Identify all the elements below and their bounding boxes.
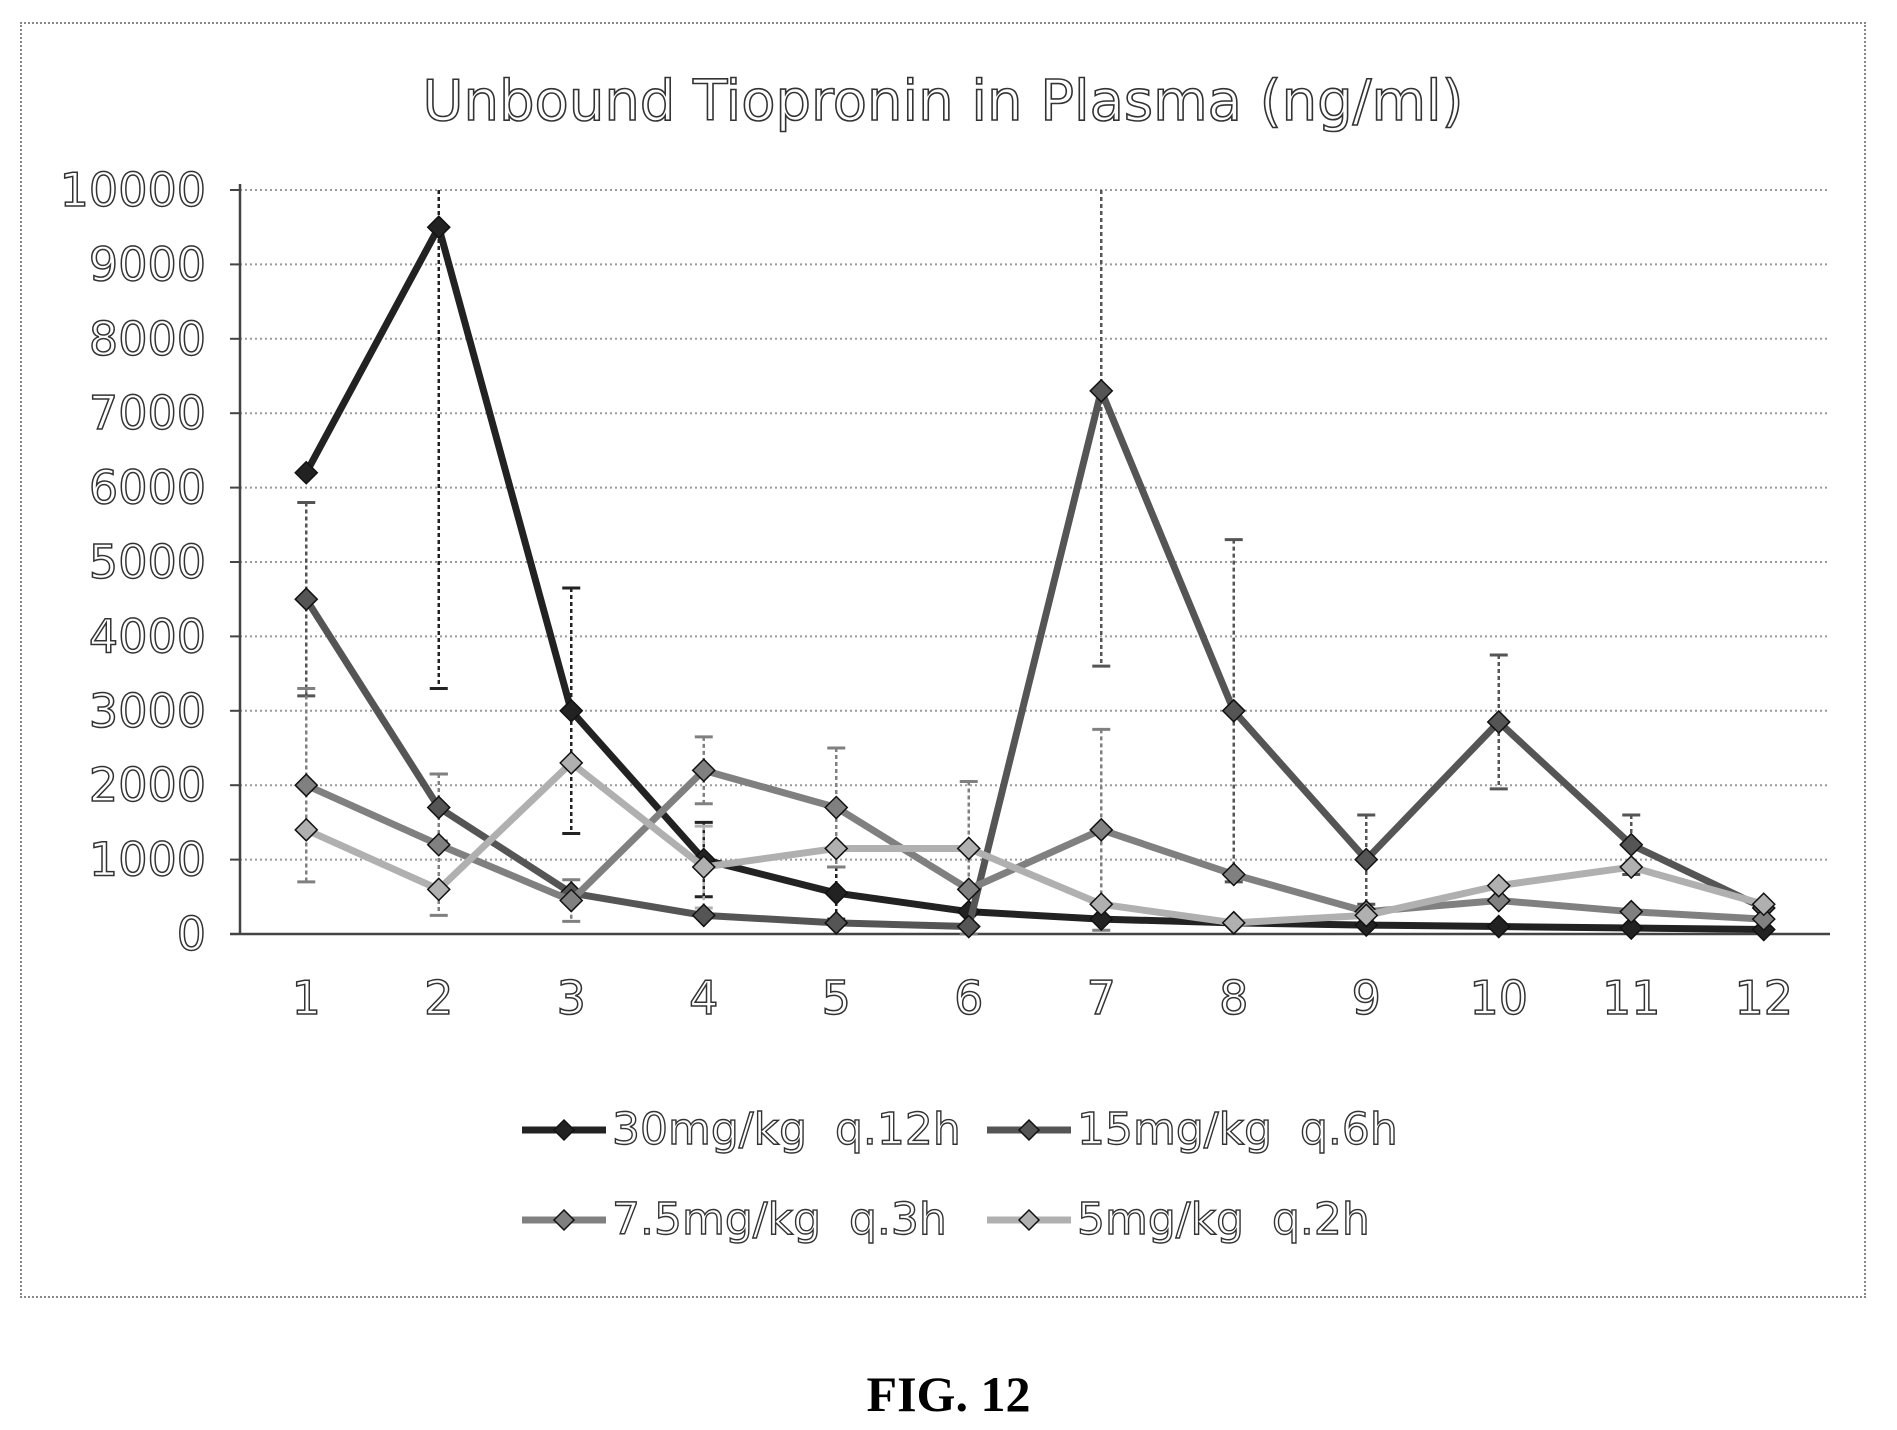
axes (230, 184, 1830, 936)
data-point (426, 832, 451, 857)
data-point (1089, 378, 1114, 403)
x-tick-label: 8 (1219, 971, 1248, 1025)
legend-label: 5mg/kg q.2h (1077, 1194, 1370, 1245)
legend-swatch-marker (552, 1118, 576, 1142)
y-tick-label: 2000 (89, 758, 206, 812)
data-point (1221, 862, 1246, 887)
data-point (691, 903, 716, 928)
legend-swatch-marker (1017, 1118, 1041, 1142)
chart-frame: Unbound Tiopronin in Plasma (ng/ml) 0 100… (20, 22, 1866, 1298)
data-point (426, 795, 451, 820)
x-tick-label: 5 (822, 971, 851, 1025)
y-tick-label: 7000 (89, 386, 206, 440)
x-tick-label: 11 (1602, 971, 1661, 1025)
x-tick-label: 7 (1087, 971, 1116, 1025)
figure-label: FIG. 12 (866, 1366, 1031, 1422)
series-lines (294, 215, 1776, 942)
data-point (824, 836, 849, 861)
data-point (824, 795, 849, 820)
data-point (294, 773, 319, 798)
data-point (294, 587, 319, 612)
data-point (1486, 914, 1511, 939)
data-point (1221, 910, 1246, 935)
data-point (1751, 892, 1776, 917)
data-point (824, 910, 849, 935)
legend-label: 15mg/kg q.6h (1077, 1104, 1398, 1155)
data-point (956, 877, 981, 902)
data-point (956, 836, 981, 861)
legend-label: 30mg/kg q.12h (612, 1104, 961, 1155)
y-tick-label: 1000 (89, 833, 206, 887)
x-tick-label: 9 (1352, 971, 1381, 1025)
series-line (303, 387, 1766, 931)
data-point (559, 888, 584, 913)
line-chart: Unbound Tiopronin in Plasma (ng/ml) 0100… (59, 68, 1830, 1246)
legend-label: 7.5mg/kg q.3h (612, 1194, 947, 1245)
data-point (691, 758, 716, 783)
series-line (303, 223, 1764, 934)
x-tick-label: 6 (954, 971, 983, 1025)
data-point (956, 914, 981, 939)
data-point (691, 854, 716, 880)
error-bars (297, 190, 1641, 936)
x-tick-label: 12 (1734, 971, 1793, 1025)
legend-swatch-marker (1017, 1208, 1041, 1232)
x-tick-label: 3 (557, 971, 586, 1025)
data-point (1486, 888, 1511, 913)
data-point (1221, 698, 1246, 723)
data-point (824, 881, 849, 906)
x-tick-label: 2 (424, 971, 453, 1025)
data-point (1354, 847, 1379, 872)
data-point (1089, 892, 1114, 917)
y-tick-label: 10000 (60, 163, 206, 217)
y-tick-label: 6000 (89, 461, 206, 515)
series-line (304, 759, 1765, 927)
data-point (1619, 899, 1644, 924)
y-tick-labels: 0 1000 2000 3000 4000 5000 6000 7000 8000 9000 100… (59, 162, 207, 962)
gridlines (240, 189, 1830, 861)
y-tick-label: 4000 (89, 609, 206, 663)
data-point (1354, 903, 1379, 928)
series-line (304, 766, 1764, 923)
y-tick-label: 5000 (89, 535, 206, 589)
x-tick-label: 4 (689, 971, 718, 1025)
legend-swatch-marker (552, 1208, 576, 1232)
data-point (1486, 709, 1511, 735)
x-tick-label: 1 (292, 971, 321, 1025)
data-point (559, 750, 584, 775)
data-point (559, 698, 584, 723)
data-point (1751, 907, 1776, 932)
y-tick-label: 9000 (89, 237, 206, 291)
data-point (294, 817, 319, 842)
chart-title: Unbound Tiopronin in Plasma (ng/ml) (423, 69, 1464, 134)
legend: 30mg/kg q.12h 15mg/kg q.6h 7.5mg/kg q.3h 5m… (522, 1103, 1398, 1246)
y-tick-label: 0 (177, 907, 206, 961)
x-tick-labels: 1 2 3 4 5 6 7 8 9 10 11 12 (291, 970, 1794, 1026)
data-point (1619, 854, 1644, 880)
data-point (1486, 873, 1511, 898)
data-point (1089, 817, 1114, 842)
data-point (1619, 915, 1644, 941)
x-tick-label: 10 (1469, 971, 1528, 1025)
data-point (426, 877, 451, 902)
y-tick-label: 3000 (89, 684, 206, 738)
data-point (294, 460, 319, 485)
y-tick-label: 8000 (89, 312, 206, 366)
data-point (1089, 907, 1114, 932)
data-point (426, 215, 451, 240)
